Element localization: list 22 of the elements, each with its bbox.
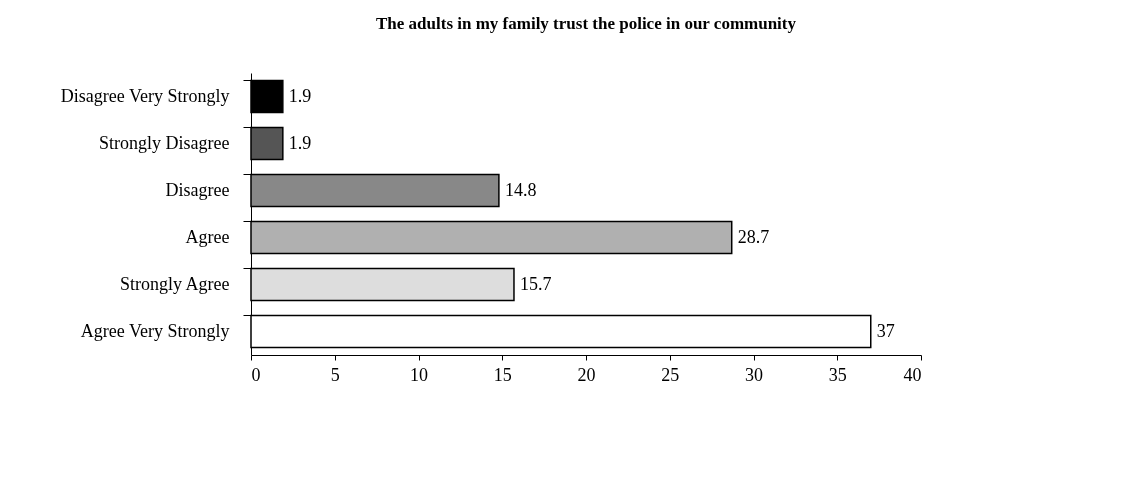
x-tick-label: 40 <box>903 364 922 385</box>
y-tick-label: Disagree Very Strongly <box>60 85 230 106</box>
data-label: 15.7 <box>519 273 552 294</box>
x-tick-label: 10 <box>410 364 428 385</box>
y-tick-label: Agree <box>185 226 230 247</box>
x-tick-label: 20 <box>577 364 596 385</box>
data-label: 14.8 <box>504 179 537 200</box>
data-label: 1.9 <box>288 132 312 153</box>
x-tick-label: 35 <box>828 364 847 385</box>
data-label: 37 <box>876 320 895 341</box>
y-tick-label: Agree Very Strongly <box>80 320 230 341</box>
data-label: 28.7 <box>737 226 770 247</box>
x-tick-label: 25 <box>661 364 680 385</box>
y-tick-label: Disagree <box>165 179 230 200</box>
x-tick-label: 30 <box>745 364 763 385</box>
x-tick-label: 0 <box>251 364 261 385</box>
data-label: 1.9 <box>288 85 312 106</box>
y-tick-label: Strongly Agree <box>120 273 230 294</box>
y-tick-label: Strongly Disagree <box>99 132 230 153</box>
x-tick-label: 5 <box>330 364 340 385</box>
x-tick-label: 15 <box>493 364 512 385</box>
chart-title: The adults in my family trust the police in our community <box>376 14 797 33</box>
